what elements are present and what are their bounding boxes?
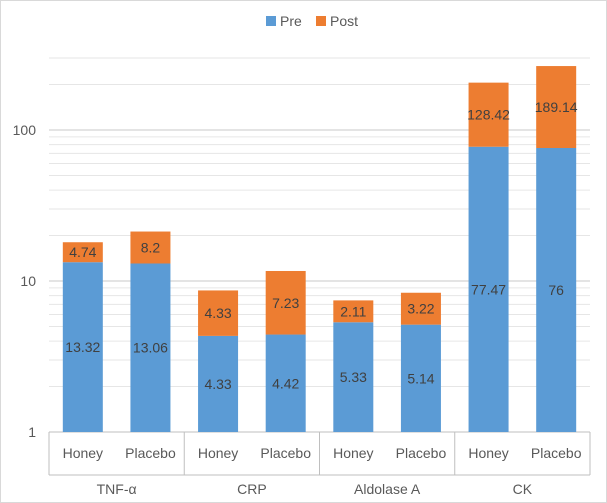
x-category-label: Placebo xyxy=(531,445,582,461)
bar-pre xyxy=(62,262,103,432)
bar-post xyxy=(198,290,239,336)
bar-post xyxy=(62,242,103,263)
y-tick-label: 100 xyxy=(13,122,37,138)
data-label-post: 7.23 xyxy=(272,295,299,311)
bars xyxy=(62,66,577,433)
legend-label: Post xyxy=(330,13,358,29)
x-category-label: Honey xyxy=(333,445,373,461)
data-label-pre: 5.33 xyxy=(340,369,367,385)
data-label-pre: 77.47 xyxy=(471,281,506,297)
data-label-pre: 5.14 xyxy=(407,370,434,386)
x-category-label: Honey xyxy=(198,445,238,461)
bar-pre xyxy=(468,146,509,432)
x-category-label: Placebo xyxy=(260,445,311,461)
data-label-post: 2.11 xyxy=(340,303,366,319)
bar-pre xyxy=(265,334,306,432)
x-category-label: Placebo xyxy=(396,445,447,461)
data-labels: 13.32 4.74 13.06 8.2 4.33 4.33 4.42 7.23 5.33 2.1… xyxy=(65,99,578,392)
data-label-post: 128.42 xyxy=(467,107,510,123)
legend: Pre Post xyxy=(266,13,358,29)
data-label-post: 4.33 xyxy=(204,305,231,321)
y-tick-label: 10 xyxy=(20,273,36,289)
legend-label: Pre xyxy=(280,13,302,29)
group-label: CK xyxy=(513,481,533,497)
bar-pre xyxy=(333,322,374,432)
y-tick-label: 1 xyxy=(28,424,36,440)
data-label-pre: 13.06 xyxy=(133,340,168,356)
data-label-post: 8.2 xyxy=(141,240,161,256)
bar-pre xyxy=(400,324,441,432)
data-label-pre: 76 xyxy=(548,282,564,298)
x-category-label: Placebo xyxy=(125,445,176,461)
bar-post xyxy=(400,292,441,325)
data-label-pre: 13.32 xyxy=(65,339,100,355)
data-label-post: 4.74 xyxy=(69,244,96,260)
bar-post xyxy=(130,231,171,264)
bar-post xyxy=(333,300,374,323)
legend-swatch xyxy=(266,16,276,26)
group-label: TNF-α xyxy=(97,481,137,497)
data-label-pre: 4.42 xyxy=(272,375,299,391)
bar-pre xyxy=(130,263,171,432)
data-label-post: 189.14 xyxy=(535,99,578,115)
legend-swatch xyxy=(316,16,326,26)
group-label: CRP xyxy=(237,481,267,497)
bar-post xyxy=(265,270,306,335)
bar-pre xyxy=(198,335,239,432)
bar-post xyxy=(468,82,509,147)
bar-pre xyxy=(536,147,577,433)
data-label-post: 3.22 xyxy=(407,301,434,317)
bar-post xyxy=(536,66,577,148)
x-category-label: Honey xyxy=(63,445,103,461)
group-label: Aldolase A xyxy=(354,481,421,497)
data-label-pre: 4.33 xyxy=(204,376,231,392)
x-category-label: Honey xyxy=(468,445,508,461)
